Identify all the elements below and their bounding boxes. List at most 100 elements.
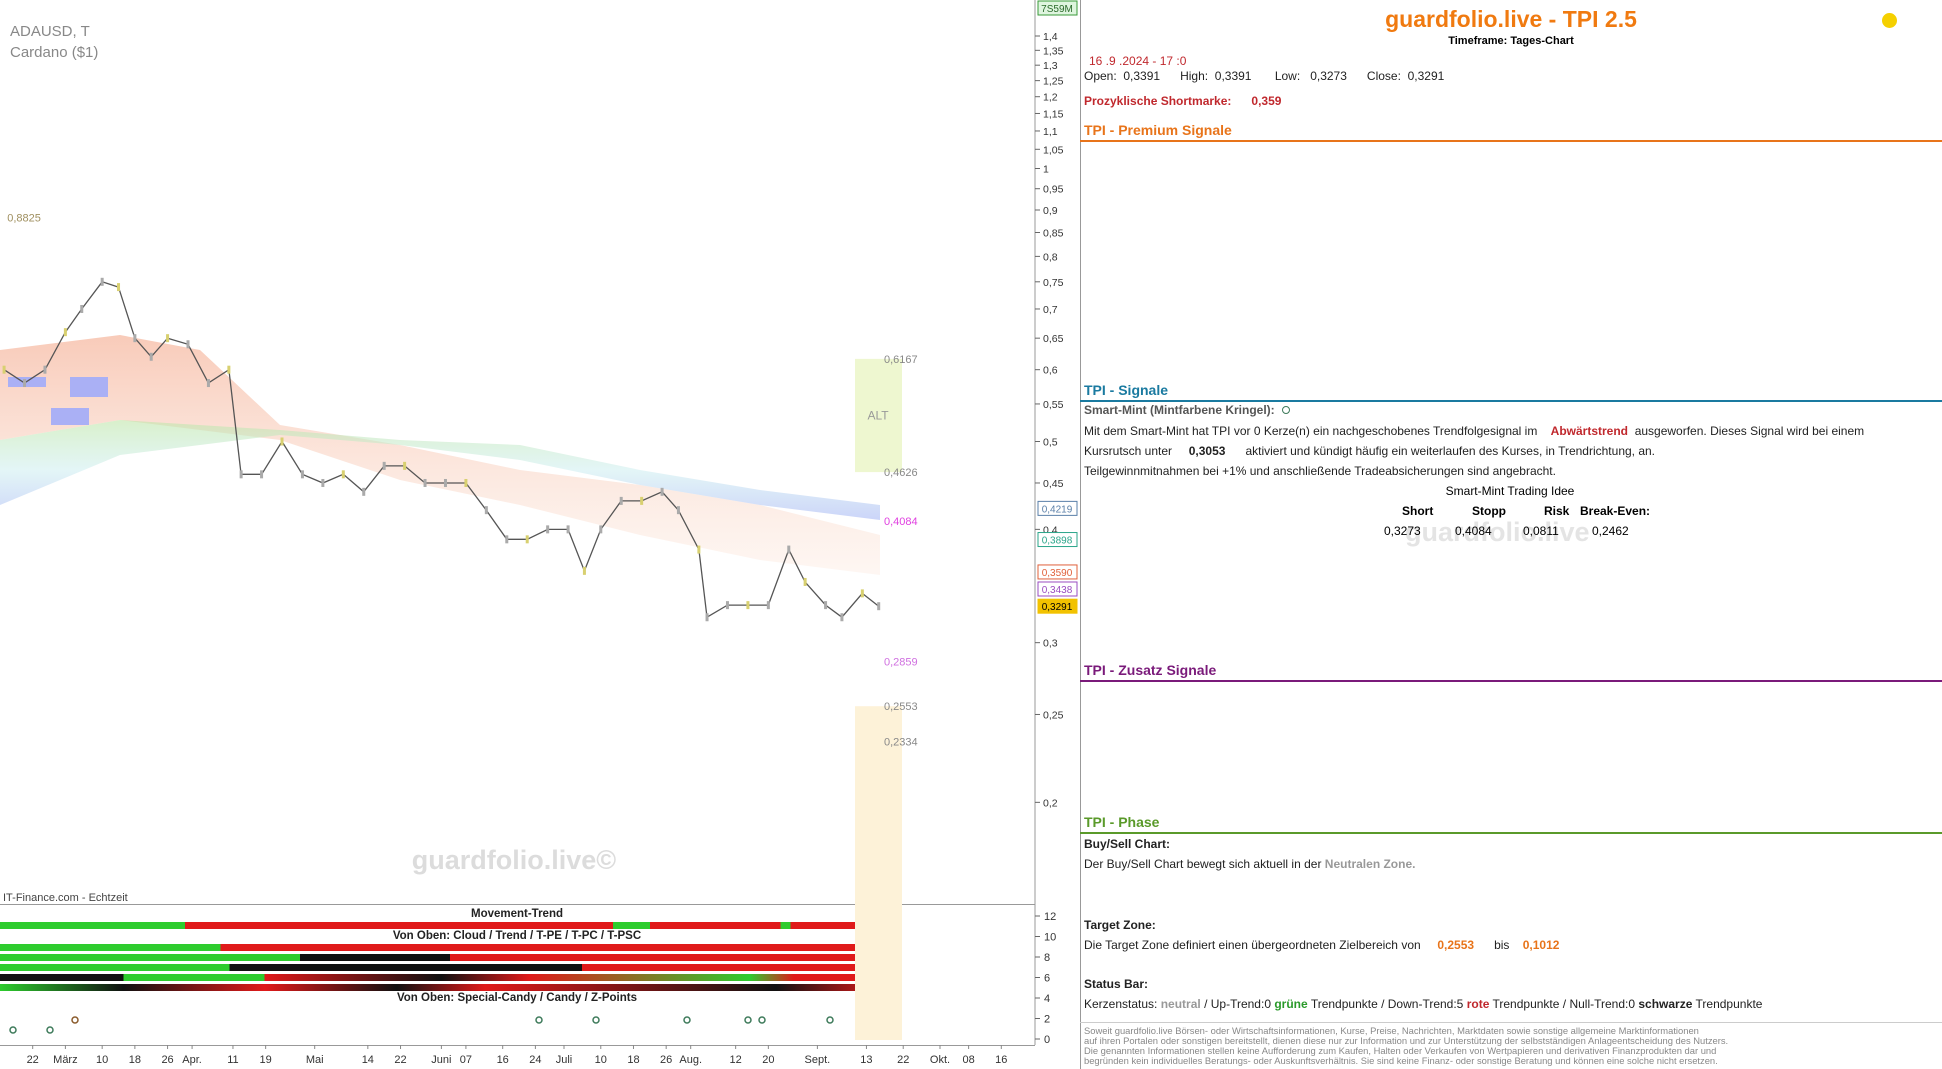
ma-ribbon-lower xyxy=(0,420,880,520)
section-line xyxy=(1080,832,1942,834)
movement-trend-row xyxy=(0,922,882,929)
y-tick-label: 0,2 xyxy=(1043,797,1058,809)
y-tick-label: 1,3 xyxy=(1043,60,1058,72)
panel-title: guardfolio.live - TPI 2.5 xyxy=(1385,6,1637,32)
section-title: TPI - Phase xyxy=(1084,814,1160,830)
footer-line-text: auf ihren Portalen oder sonstigen bereit… xyxy=(1084,1035,1729,1046)
ma-ribbon-upper xyxy=(0,335,880,575)
text-line: Kursrutsch unter 0,3053 aktiviert und kü… xyxy=(1084,444,1655,458)
y-tick-label: 1,4 xyxy=(1043,31,1058,43)
price-point xyxy=(619,496,623,505)
y-tick-label: 1,35 xyxy=(1043,45,1064,57)
ohlc-value: 0,3391 xyxy=(1123,69,1161,83)
timeframe: Timeframe: Tages-Chart xyxy=(1448,35,1574,47)
price-point xyxy=(166,334,170,343)
indicator-title: Von Oben: Cloud / Trend / T-PE / T-PC / … xyxy=(393,930,641,942)
x-tick-label: Sept. xyxy=(805,1054,831,1066)
ohlc-label: High: xyxy=(1180,69,1209,83)
th: Break-Even: xyxy=(1580,504,1651,518)
text: / Down-Trend:5 xyxy=(1381,997,1464,1011)
price-point xyxy=(186,340,190,349)
section-line xyxy=(1080,400,1942,402)
status-text: Kerzenstatus: neutral / Up-Trend:0 grüne… xyxy=(1084,997,1762,1011)
price-tag-label: 0,3898 xyxy=(1042,536,1073,547)
shortmarke-label: Prozyklische Shortmarke: xyxy=(1084,94,1232,108)
ohlc: Open: 0,3391 High: 0,3391 Low: 0,3273 Cl… xyxy=(1084,69,1444,83)
footer-line-text: begründen kein individuelles Beratungs- … xyxy=(1084,1055,1718,1066)
price-point xyxy=(443,478,447,487)
price-point xyxy=(725,601,729,610)
shortmarke: Prozyklische Shortmarke: 0,359 xyxy=(1084,94,1281,108)
price-point xyxy=(525,535,529,544)
text: ausgeworfen. Dieses Signal wird bei eine… xyxy=(1634,424,1865,438)
price-point xyxy=(260,470,264,479)
target-zone xyxy=(855,706,902,1040)
price-point xyxy=(280,437,284,446)
phase-section: TPI - Phase xyxy=(1080,814,1942,834)
cloud-row xyxy=(0,944,882,951)
zusatz-section: TPI - Zusatz Signale xyxy=(1080,662,1942,682)
tpe-row xyxy=(0,964,882,971)
price-point xyxy=(300,470,304,479)
price-point xyxy=(382,461,386,470)
premium-section: TPI - Premium Signale xyxy=(1080,122,1942,142)
price-tag xyxy=(1037,581,1078,597)
y-tick-label: 0,6 xyxy=(1043,365,1058,377)
level-label: 0,4084 xyxy=(884,516,918,528)
x-tick-label: 16 xyxy=(995,1054,1007,1066)
y-tick-label: 1,15 xyxy=(1043,108,1064,120)
date: 16 .9 .2024 - 17 :0 xyxy=(1089,54,1187,68)
indicator-tick-label: 0 xyxy=(1044,1034,1050,1046)
td: 0,3273 xyxy=(1384,524,1421,538)
price-point xyxy=(582,566,586,575)
section-line xyxy=(1080,140,1942,142)
text: Trendpunkte xyxy=(1492,997,1560,1011)
section-line xyxy=(1080,680,1942,682)
price-point xyxy=(676,506,680,515)
text: / Null-Trend:0 xyxy=(1562,997,1636,1011)
indicator-tick-label: 12 xyxy=(1044,911,1056,923)
price-tag-label: 0,3438 xyxy=(1042,585,1073,596)
ohlc-value: 0,3273 xyxy=(1310,69,1347,83)
y-tick-label: 1,1 xyxy=(1043,126,1058,138)
price-tag xyxy=(1037,500,1078,516)
ohlc-value: 0,3391 xyxy=(1214,69,1252,83)
price-point xyxy=(321,478,325,487)
y-tick-label: 0,45 xyxy=(1043,478,1064,490)
price-point xyxy=(464,478,468,487)
label: Smart-Mint (Mintfarbene Kringel): xyxy=(1084,403,1275,417)
watermark: guardfolio.live xyxy=(1405,517,1590,547)
ohlc-label: Low: xyxy=(1274,69,1301,83)
status-dot xyxy=(1882,13,1897,28)
indicator-tick-label: 2 xyxy=(1044,1014,1050,1026)
level-label: 0,2553 xyxy=(884,701,918,713)
x-tick-label: 26 xyxy=(660,1054,672,1066)
x-tick-label: 08 xyxy=(962,1054,974,1066)
text: / Up-Trend:0 xyxy=(1204,997,1271,1011)
y-tick-label: 1 xyxy=(1043,164,1049,176)
y-tick-label: 1,05 xyxy=(1043,144,1064,156)
price-tag-label: 0,3590 xyxy=(1042,568,1073,579)
price-point xyxy=(766,601,770,610)
smart-mint-label: Smart-Mint (Mintfarbene Kringel): xyxy=(1084,403,1291,417)
price-point xyxy=(746,601,750,610)
price-point xyxy=(877,602,881,611)
x-tick-label: 19 xyxy=(260,1054,272,1066)
chart: ADAUSD, T Cardano ($1) IT-Finance.com - … xyxy=(0,0,1078,1066)
badge-box xyxy=(1037,0,1078,16)
y-tick-label: 0,65 xyxy=(1043,333,1064,345)
section-title: TPI - Zusatz Signale xyxy=(1084,662,1217,678)
price-tag xyxy=(1037,598,1078,614)
text: bis xyxy=(1494,938,1510,952)
text-line: Mit dem Smart-Mint hat TPI vor 0 Kerze(n… xyxy=(1084,424,1864,438)
price-point xyxy=(546,525,550,534)
green-word: grüne xyxy=(1274,997,1308,1011)
level-label: 0,6167 xyxy=(884,354,918,366)
x-tick-label: 16 xyxy=(497,1054,509,1066)
x-tick-label: 18 xyxy=(129,1054,141,1066)
price-point xyxy=(705,613,709,622)
x-tick-label: 14 xyxy=(362,1054,374,1066)
th: Risk xyxy=(1544,504,1570,518)
